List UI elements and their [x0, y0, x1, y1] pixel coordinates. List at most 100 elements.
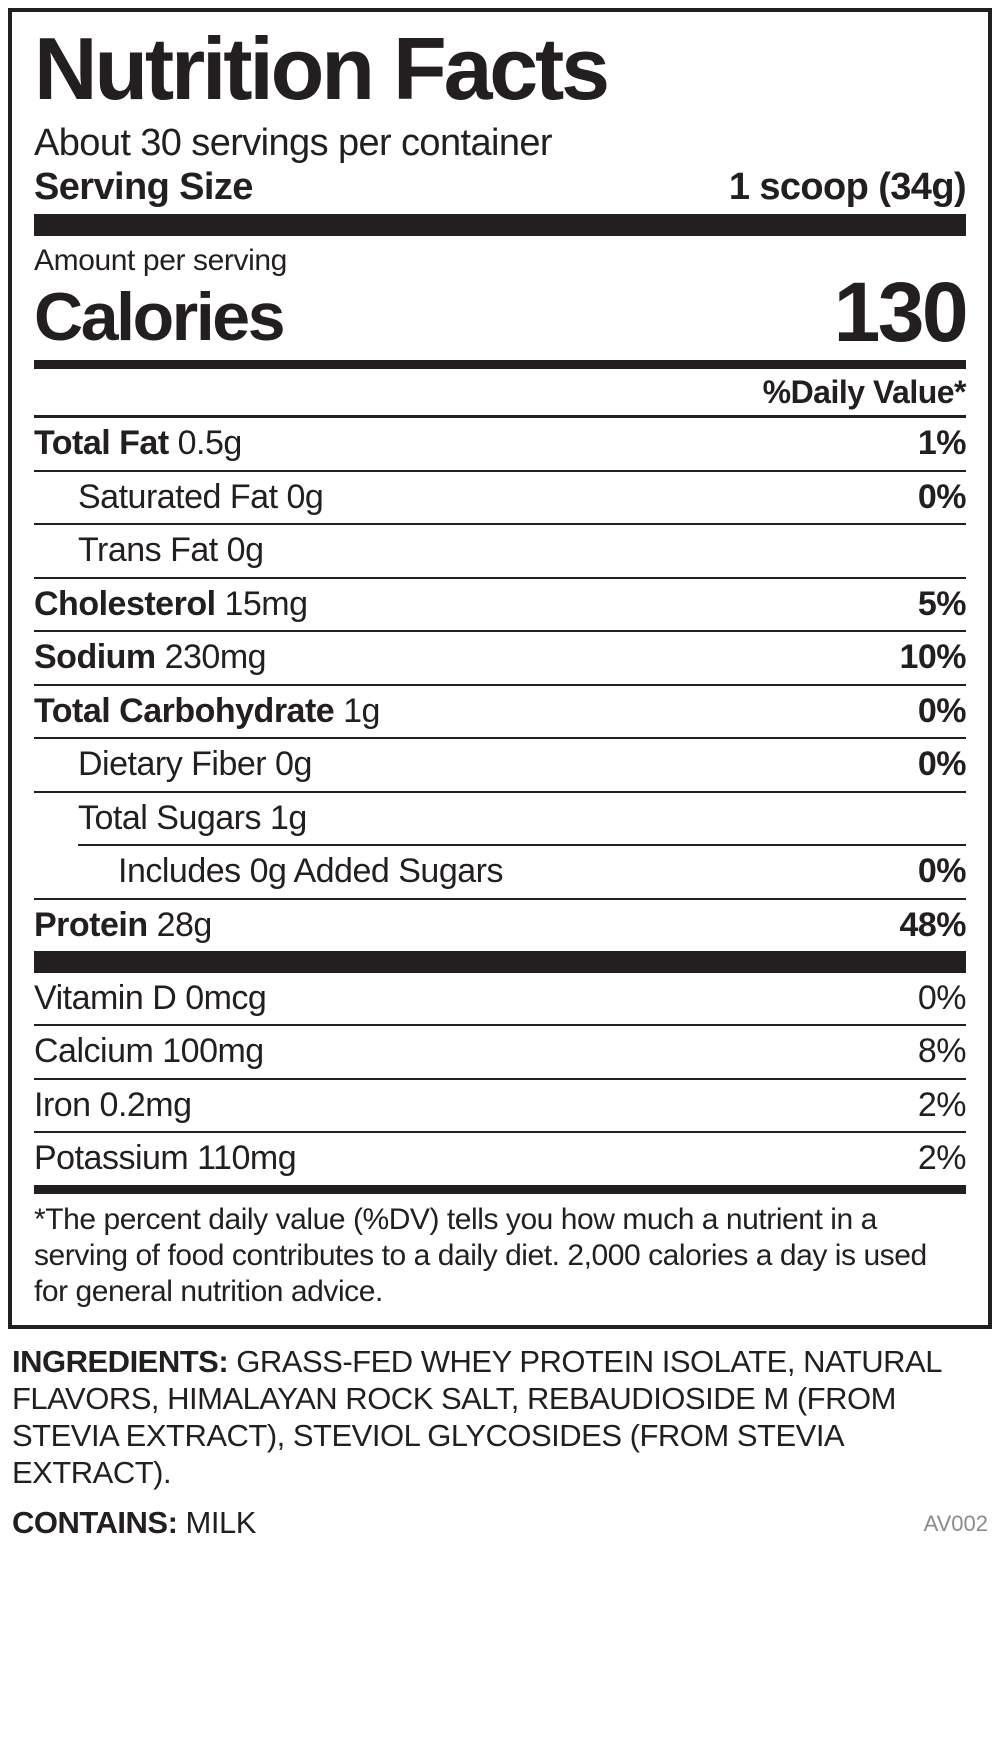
- nutrient-amount: 28g: [147, 905, 213, 944]
- table-row: Sodium 230mg 10%: [34, 632, 966, 683]
- nutrient-amount: 230mg: [155, 638, 267, 677]
- nutrient-label: Dietary Fiber: [78, 745, 267, 784]
- nutrient-label: Sodium: [34, 638, 156, 677]
- nutrient-name: Total Carbohydrate 1g: [34, 691, 380, 732]
- nutrient-amount: 0.5g: [168, 424, 243, 463]
- nutrient-label: Includes 0g Added Sugars: [118, 852, 503, 891]
- ingredients-lead: INGREDIENTS:: [12, 1343, 229, 1379]
- micronutrient-list: Vitamin D 0mcg 0% Calcium 100mg 8% Iron 0.2m…: [34, 973, 967, 1185]
- nutrient-label: Total Fat: [34, 424, 169, 463]
- table-row: Protein 28g 48%: [34, 900, 966, 951]
- nutrient-amount: 0g: [266, 745, 312, 784]
- micronutrient-daily-value: 8%: [917, 1032, 967, 1071]
- nutrient-daily-value: 1%: [917, 424, 967, 463]
- micronutrient-name: Calcium 100mg: [34, 1032, 264, 1071]
- nutrient-amount: 1g: [334, 691, 380, 730]
- calories-row: Calories 130: [34, 265, 969, 360]
- divider-thick-micros: [34, 950, 966, 973]
- nutrient-name: Total Sugars 1g: [78, 798, 307, 839]
- table-row: Total Sugars 1g: [34, 793, 966, 844]
- ingredients-block: INGREDIENTS: GRASS-FED WHEY PROTEIN ISOL…: [8, 1329, 992, 1542]
- divider-thin-dv: [34, 415, 966, 419]
- contains-body: MILK: [177, 1505, 257, 1541]
- contains-text: CONTAINS: MILK: [12, 1505, 256, 1541]
- nutrient-name: Sodium 230mg: [34, 637, 267, 678]
- table-row: Saturated Fat 0g 0%: [34, 472, 967, 523]
- nutrient-label: Cholesterol: [34, 584, 216, 623]
- micronutrient-daily-value: 2%: [917, 1139, 967, 1178]
- table-row: Dietary Fiber 0g 0%: [34, 739, 967, 790]
- calories-label: Calories: [34, 278, 286, 355]
- nutrient-daily-value: 10%: [899, 638, 966, 677]
- serving-size-value: 1 scoop (34g): [728, 166, 967, 209]
- row-divider: [34, 897, 966, 900]
- nutrient-label: Saturated Fat: [78, 477, 278, 516]
- nutrient-label: Trans Fat: [78, 531, 218, 570]
- micronutrient-name: Iron 0.2mg: [34, 1085, 192, 1124]
- table-row: Calcium 100mg 8%: [34, 1026, 967, 1077]
- micronutrient-name: Potassium 110mg: [34, 1139, 297, 1178]
- contains-row: CONTAINS: MILK AV002: [12, 1491, 988, 1541]
- nutrient-daily-value: 0%: [917, 852, 967, 891]
- row-divider: [34, 523, 966, 526]
- calories-value: 130: [833, 265, 969, 360]
- table-row: Trans Fat 0g: [34, 525, 966, 576]
- table-row: Total Carbohydrate 1g 0%: [34, 686, 967, 737]
- serving-size-row: Serving Size 1 scoop (34g): [34, 165, 967, 214]
- row-divider: [34, 790, 966, 793]
- row-divider: [34, 630, 966, 633]
- daily-value-footnote: *The percent daily value (%DV) tells you…: [34, 1202, 927, 1309]
- nutrient-name: Cholesterol 15mg: [34, 584, 308, 625]
- nutrition-facts-panel: Nutrition Facts About 30 servings per co…: [8, 8, 992, 1329]
- row-divider: [34, 469, 966, 472]
- divider-thick-top: [34, 214, 966, 237]
- nutrient-daily-value: 5%: [917, 584, 967, 623]
- amount-per-serving-label: Amount per serving: [34, 244, 287, 278]
- nutrient-list: Total Fat 0.5g 1% Saturated Fat 0g 0% Trans …: [34, 418, 967, 951]
- row-divider: [34, 683, 966, 686]
- nutrient-name: Dietary Fiber 0g: [78, 744, 312, 785]
- row-divider: [34, 576, 966, 579]
- servings-per-container: About 30 servings per container: [34, 121, 553, 164]
- divider-medium-footnote: [34, 1184, 966, 1194]
- nutrient-label: Total Carbohydrate: [34, 691, 335, 730]
- ingredients-text: INGREDIENTS: GRASS-FED WHEY PROTEIN ISOL…: [12, 1343, 988, 1492]
- nutrient-name: Saturated Fat 0g: [78, 477, 324, 518]
- nutrient-amount: 0g: [217, 531, 264, 570]
- nutrient-name: Trans Fat 0g: [78, 530, 264, 571]
- nutrient-daily-value: 48%: [899, 905, 966, 944]
- nutrient-daily-value: 0%: [917, 477, 967, 516]
- nutrient-amount: 15mg: [215, 584, 308, 623]
- nutrient-daily-value: 0%: [917, 745, 967, 784]
- row-divider: [78, 844, 966, 847]
- page-title: Nutrition Facts: [34, 19, 610, 118]
- nutrient-label: Total Sugars: [78, 798, 262, 837]
- row-divider: [34, 1131, 966, 1134]
- contains-lead: CONTAINS:: [12, 1505, 178, 1541]
- sku-code: AV002: [923, 1511, 988, 1537]
- table-row: Potassium 110mg 2%: [34, 1133, 967, 1184]
- nutrient-amount: 0g: [277, 477, 324, 516]
- ingredients-body: GRASS-FED WHEY PROTEIN ISOLATE, NATURAL …: [12, 1343, 941, 1491]
- row-divider: [34, 1077, 966, 1080]
- table-row: Vitamin D 0mcg 0%: [34, 973, 967, 1024]
- table-row: Cholesterol 15mg 5%: [34, 579, 967, 630]
- row-divider: [34, 737, 966, 740]
- nutrient-name: Protein 28g: [34, 905, 212, 946]
- micronutrient-daily-value: 2%: [917, 1085, 967, 1124]
- table-row: Total Fat 0.5g 1%: [34, 418, 967, 469]
- nutrient-name: Total Fat 0.5g: [34, 423, 242, 464]
- nutrient-amount: 1g: [261, 798, 307, 837]
- row-divider: [34, 1024, 966, 1027]
- serving-size-label: Serving Size: [34, 166, 253, 209]
- nutrient-label: Protein: [34, 905, 148, 944]
- table-row: Includes 0g Added Sugars 0%: [34, 846, 967, 897]
- micronutrient-daily-value: 0%: [917, 978, 967, 1017]
- nutrient-name: Includes 0g Added Sugars: [118, 851, 503, 892]
- nutrient-daily-value: 0%: [917, 691, 967, 730]
- divider-medium-calories: [34, 360, 966, 370]
- table-row: Iron 0.2mg 2%: [34, 1080, 967, 1131]
- daily-value-header: %Daily Value*: [762, 374, 967, 411]
- micronutrient-name: Vitamin D 0mcg: [34, 978, 267, 1017]
